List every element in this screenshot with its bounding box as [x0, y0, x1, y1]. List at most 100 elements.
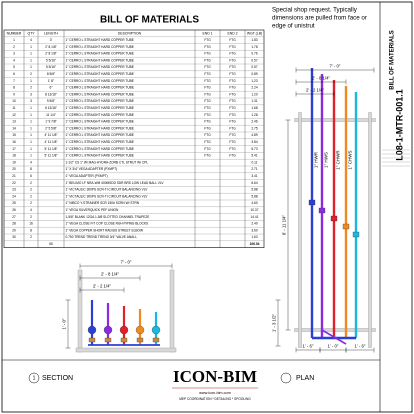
- bom-cell: 29: [12, 228, 16, 232]
- bom-cell: FTG: [204, 106, 211, 110]
- unistrut: [169, 269, 175, 353]
- bom-cell: 11 1/4": [46, 113, 56, 117]
- bom-cell: 2.71: [251, 167, 257, 171]
- view-bubble: [280, 372, 292, 384]
- bom-header: DESCRIPTION: [118, 31, 142, 35]
- bom-cell: 3: [13, 52, 15, 56]
- bom-cell: FTG: [204, 99, 211, 103]
- bom-cell: 1-5/8" BLANK 12GA 1-5/8 SLOTTED CHANNEL …: [66, 215, 150, 219]
- bom-cell: FTG: [229, 106, 236, 110]
- dimension-text: 7' - 0": [121, 260, 132, 265]
- bom-cell: 1" BELIMO LF NRA-WM 400MSDD SDR BRS LOW …: [66, 181, 165, 185]
- bom-cell: 1: [30, 58, 32, 62]
- bom-cell: 5.41: [251, 154, 257, 158]
- bom-title: BILL OF MATERIALS: [100, 15, 199, 26]
- bom-cell: 3: [30, 92, 32, 96]
- bom-cell: 2: [30, 215, 32, 219]
- bom-cell: 1: [30, 120, 32, 124]
- bom-cell: 1: [30, 52, 32, 56]
- bom-cell: 1" CERRO L STRAIGHT HARD COPPER TUBE: [66, 52, 134, 56]
- bom-cell: 27: [12, 215, 16, 219]
- unistrut: [368, 112, 372, 348]
- bom-header: END 2: [228, 31, 238, 35]
- bom-cell: 5: [13, 65, 15, 69]
- bom-cell: 1" CERRO L STRAIGHT HARD COPPER TUBE: [66, 58, 134, 62]
- bom-cell: 13: [12, 120, 16, 124]
- valve: [308, 199, 316, 206]
- view-bubble: [28, 372, 40, 384]
- unistrut: [77, 269, 83, 353]
- bom-cell: 1: [30, 140, 32, 144]
- bom-cell: 2: [30, 235, 32, 239]
- fitting: [136, 337, 144, 343]
- note-line: dimensions are pulled from face or: [272, 15, 367, 22]
- bom-cell: FTG: [229, 92, 236, 96]
- pipe-label: 1" HWS: [324, 152, 329, 168]
- valve: [352, 231, 360, 238]
- note-line: Special shop request. Typically: [272, 7, 358, 14]
- bom-cell: 5' 11 1/8": [44, 147, 57, 151]
- bom-cell: 22: [12, 181, 16, 185]
- bom-cell: FTG: [229, 72, 236, 76]
- bom-cell: 1: [13, 38, 15, 42]
- dimension-text: 2' - 8 1/4": [312, 76, 331, 81]
- bom-cell: 11: [12, 106, 16, 110]
- bom-cell: 4: [30, 38, 32, 42]
- bom-cell: 1: [30, 113, 32, 117]
- bom-cell: 4.89: [251, 133, 257, 137]
- bom-cell: 17: [12, 147, 16, 151]
- bom-cell: 1: [30, 45, 32, 49]
- bom-cell: 26: [12, 208, 16, 212]
- bom-total: 106.04: [250, 242, 260, 246]
- bom-cell: 20: [12, 167, 16, 171]
- bom-cell: FTG: [229, 126, 236, 130]
- bom-cell: 14: [12, 126, 16, 130]
- unistrut: [75, 347, 177, 353]
- valve: [330, 215, 338, 222]
- bom-cell: 1.31: [251, 99, 257, 103]
- bom-cell: 1: [30, 154, 32, 158]
- bom-cell: 4: [30, 160, 32, 164]
- bom-header: END 1: [203, 31, 213, 35]
- valve: [103, 325, 113, 335]
- bom-total-label: 65: [49, 242, 53, 246]
- unistrut: [298, 112, 302, 348]
- bom-cell: 1" VEGA COPPER SHORT RADIUS STREET ELBOW: [66, 228, 143, 232]
- dimension-text: 1' - 3 1/2": [272, 313, 277, 332]
- bom-cell: FTG: [204, 58, 211, 62]
- logo-tagline: MEP COORDINATION * DETAILING * SPOOLING: [179, 397, 251, 401]
- dimension-text: 7' - 0": [330, 64, 341, 69]
- bom-cell: FTG: [204, 140, 211, 144]
- bom-cell: 1" CERRO L STRAIGHT HARD COPPER TUBE: [66, 106, 134, 110]
- bom-cell: 5.88: [251, 188, 257, 192]
- bom-cell: FTG: [204, 92, 211, 96]
- bom-cell: 2' 5 5/8": [45, 126, 57, 130]
- bom-cell: FTG: [204, 86, 211, 90]
- bom-cell: FTG: [204, 38, 211, 42]
- bom-cell: FTG: [204, 52, 211, 56]
- dimension-text: 1' - 0": [62, 318, 67, 329]
- view-number: 1: [33, 375, 36, 381]
- bom-cell: FTG: [204, 154, 211, 158]
- fitting: [120, 337, 128, 343]
- bom-cell: FTG: [229, 99, 236, 103]
- bom-cell: 8: [13, 86, 15, 90]
- bom-cell: 4.60: [251, 201, 257, 205]
- bom-cell: 1: [30, 65, 32, 69]
- bom-cell: FTG: [229, 154, 236, 158]
- note-line: edge of unistrut: [272, 23, 315, 30]
- bom-cell: 23: [12, 188, 16, 192]
- pipe: [321, 329, 347, 345]
- bom-cell: 1' 8": [48, 79, 54, 83]
- bom-cell: FTG: [229, 120, 236, 124]
- bom-cell: 4: [30, 208, 32, 212]
- valve: [119, 325, 129, 335]
- bom-cell: FTG: [204, 133, 211, 137]
- bom-cell: 0.11: [252, 160, 258, 164]
- bom-cell: 2' 8 1/8": [45, 52, 57, 56]
- bom-header: NUMBER: [7, 31, 22, 35]
- bom-cell: 8: [30, 228, 32, 232]
- view-label: SECTION: [42, 375, 73, 382]
- bom-cell: 1" VEGA CLOSE FIT COP CLOSE RGH PIPING B…: [66, 222, 149, 226]
